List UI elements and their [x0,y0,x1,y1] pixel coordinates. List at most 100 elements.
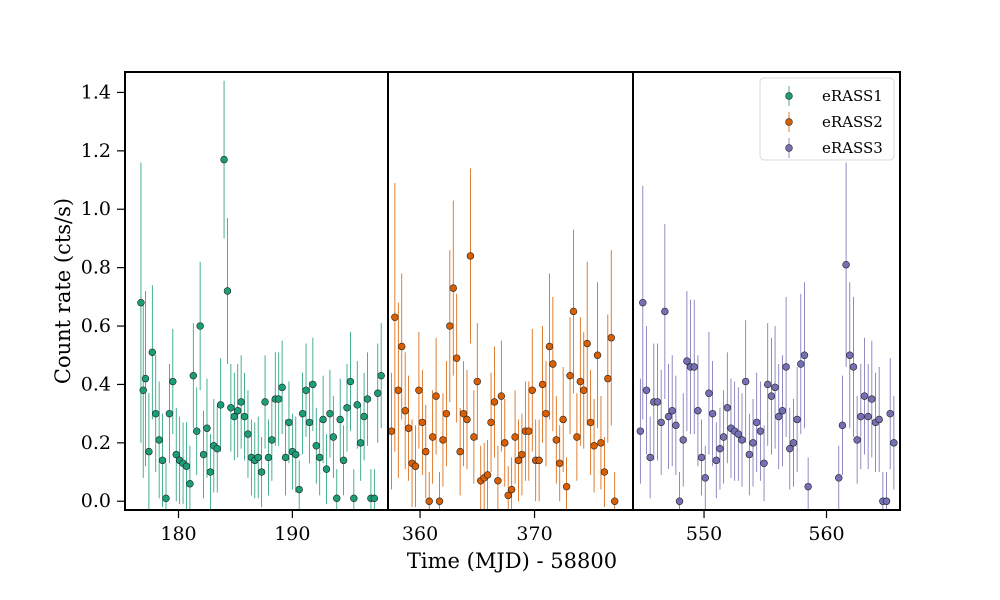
data-point [690,363,698,371]
data-point [343,404,351,412]
data-point [518,450,526,459]
legend: eRASS1 eRASS2 eRASS3 [759,77,895,161]
data-point [186,480,194,488]
data-point [158,456,167,465]
data-point [470,433,478,441]
data-point [749,439,757,447]
data-point [542,409,550,418]
data-point [452,354,461,362]
y-tick-label: 0.8 [81,257,111,279]
data-point [281,453,290,462]
data-point [782,363,790,371]
data-point [672,421,680,430]
y-tick-label: 0.4 [81,373,111,395]
data-point [569,307,578,316]
legend-marker [785,144,793,152]
data-point [683,357,691,365]
data-point [483,471,492,479]
data-point [456,447,464,456]
data-point [511,433,519,441]
data-point [741,377,750,386]
data-point [789,439,798,447]
data-point [586,418,595,427]
data-point [760,459,768,467]
data-point [182,462,191,470]
data-point [234,407,242,415]
data-point [552,436,560,444]
data-point [363,395,372,403]
data-point [398,342,406,351]
data-point [642,386,651,394]
data-point [860,392,869,400]
data-point [886,409,894,418]
x-tick-label: 180 [160,523,196,545]
data-point [278,383,286,392]
data-point [206,468,215,476]
data-point [213,444,221,453]
data-point [145,447,153,456]
data-point [285,418,293,427]
data-point [223,287,232,295]
data-point [459,409,468,418]
data-point [442,409,451,418]
panel-frames [124,71,901,511]
panel-frame [124,71,389,511]
x-tick-label: 370 [516,523,552,545]
data-point [764,380,772,389]
data-point [793,415,801,424]
data-point [838,421,847,430]
data-point [264,453,273,462]
data-point [374,389,382,397]
data-point [240,412,249,421]
data-point [604,374,612,383]
data-point [639,298,647,307]
data-point [309,380,317,389]
x-axis-label: Time (MJD) - 58800 [407,549,617,573]
data-point [220,155,228,164]
data-point [466,252,475,260]
data-point [422,447,430,456]
data-point [535,456,543,465]
x-tick-label: 360 [402,523,438,545]
data-point [653,398,662,406]
data-point [738,436,746,444]
data-point [257,468,266,476]
y-tick-label: 1.2 [81,140,111,162]
data-point [261,398,269,406]
data-point [227,404,235,412]
data-point [298,409,307,418]
data-point [169,377,177,386]
data-point [745,450,754,459]
y-tick-label: 0.0 [81,490,111,512]
data-point [857,412,865,421]
data-point [377,371,385,380]
data-point [415,386,423,394]
data-point [846,351,854,359]
data-point [849,363,858,371]
data-point [664,412,673,421]
data-point [189,371,198,380]
data-point [411,462,420,470]
y-tick-label: 1.0 [81,198,111,220]
legend-marker [785,118,793,126]
data-point [842,261,850,269]
data-point [268,436,276,444]
data-point [719,433,728,441]
data-point [800,351,809,359]
data-point [701,474,709,482]
data-point [152,409,160,418]
data-point [566,371,574,380]
data-point [504,491,512,500]
data-point [302,386,310,394]
data-point [507,485,516,494]
data-point [425,497,433,505]
legend-label: eRASS3 [822,139,883,157]
data-point [432,392,440,400]
data-point [607,334,615,342]
legend-label: eRASS2 [822,113,883,131]
data-point [172,450,180,459]
data-point [494,477,502,485]
data-point [463,415,471,424]
data-point [387,427,396,435]
